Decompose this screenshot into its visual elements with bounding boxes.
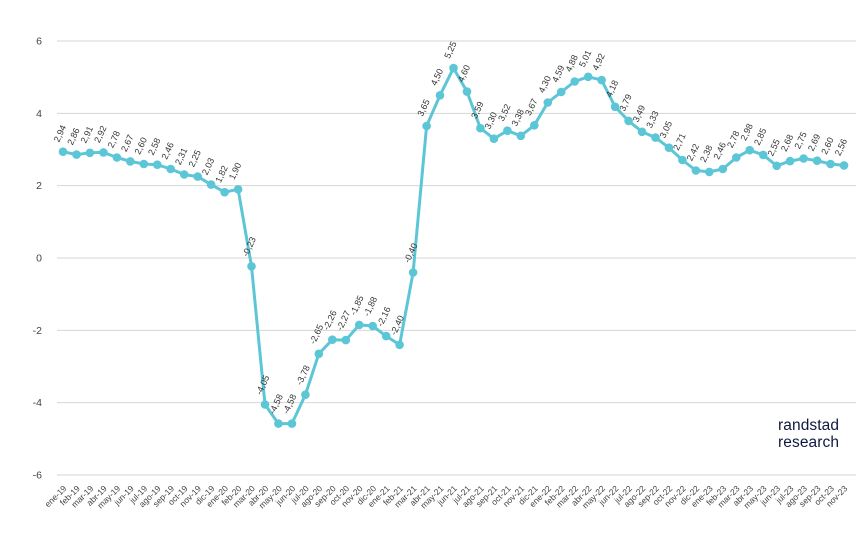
brand-logo: randstad research [778,417,839,452]
data-point [476,123,485,133]
data-point [637,127,647,137]
value-label: -2,16 [375,305,393,328]
value-label: -4,05 [254,374,272,397]
value-label: 2,85 [752,127,768,147]
value-label: 2,98 [738,122,754,142]
data-point [112,153,122,162]
data-point [556,87,566,97]
data-point [799,154,808,163]
data-point [166,164,175,174]
brand-line-1: randstad [778,417,840,434]
data-point [583,72,593,82]
data-point [139,159,149,169]
value-label: 3,65 [415,98,431,118]
data-series-line [61,66,846,426]
data-point [153,160,162,169]
y-axis-tick-label: 0 [36,253,42,265]
data-point [233,185,243,194]
data-point [503,126,512,135]
y-axis-tick-label: 2 [36,180,42,192]
value-label: 3,67 [523,97,539,117]
data-point [826,159,835,169]
value-label: 2,03 [200,156,216,176]
data-point [368,321,378,331]
data-point [597,75,606,85]
data-point [758,150,768,160]
value-label: 2,46 [159,141,175,161]
data-point [449,63,458,73]
data-point [772,161,781,171]
data-point [718,164,728,174]
data-point [314,349,324,359]
data-point [530,121,539,130]
data-point [274,419,283,428]
data-point [395,340,404,350]
data-point [301,390,310,400]
y-axis-tick-label: -4 [33,397,42,409]
value-label: 2,86 [65,126,81,146]
data-point [624,116,633,126]
data-point [489,134,499,143]
data-point [691,166,701,175]
data-point [206,180,216,189]
data-point [651,133,660,142]
value-label: 3,52 [496,102,512,122]
data-point [732,153,741,162]
data-point [516,131,526,141]
value-label: 3,79 [617,93,633,113]
data-point [193,172,202,181]
data-point [570,77,579,86]
y-axis-tick-label: 6 [36,36,42,48]
data-point [381,331,391,341]
data-point [812,156,822,165]
data-point [745,145,754,155]
y-axis-tick-label: -2 [33,325,42,337]
y-axis-tick-label: -6 [33,470,42,482]
data-point [785,156,795,166]
data-point [341,335,351,345]
data-point [85,148,95,158]
data-point [179,170,189,179]
value-label: 3,05 [658,119,674,139]
data-point [328,335,337,345]
value-label: 2,78 [725,129,741,149]
data-point [543,98,553,107]
value-label: 4,92 [590,52,606,72]
data-point [422,121,431,131]
value-label: 3,33 [644,109,660,129]
data-point [58,147,68,156]
data-point [72,150,81,159]
data-point [839,161,849,170]
data-point [435,91,445,100]
value-label: -0,23 [240,235,258,258]
value-label: -0,40 [402,242,420,265]
data-point [408,268,418,277]
data-point [260,400,270,409]
data-point [99,148,108,157]
data-point [126,157,135,166]
data-point [610,102,620,112]
data-point [664,143,674,152]
value-label: 4,50 [429,67,445,87]
data-point [220,187,229,197]
value-label: 2,92 [92,124,108,144]
data-point [462,87,472,96]
brand-line-2: research [778,434,840,452]
data-point [354,320,364,330]
value-label: 5,25 [442,40,458,60]
value-label: 2,71 [671,132,687,152]
data-point [287,419,297,428]
data-point [705,167,714,177]
data-point [678,155,687,165]
value-label: 4,60 [456,63,472,83]
value-label: 2,91 [79,125,95,145]
value-label: 1,90 [227,161,243,181]
data-point [247,262,256,271]
y-axis-tick-label: 4 [36,108,42,120]
value-label: 4,18 [604,79,620,99]
